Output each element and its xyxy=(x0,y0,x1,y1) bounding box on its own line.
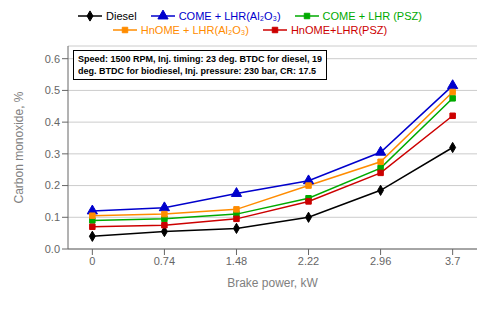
html-text:Speed: 1500 RPM, Inj. timing:: Speed: 1500 RPM, Inj. timing: 23 deg. BT… xyxy=(78,54,323,76)
svg-text:2.96: 2.96 xyxy=(370,255,391,267)
svg-text:0.74: 0.74 xyxy=(154,255,175,267)
svg-text:Brake power, kW: Brake power, kW xyxy=(227,276,318,290)
svg-text:Carbon monoxide, %: Carbon monoxide, % xyxy=(12,91,26,203)
svg-text:0.3: 0.3 xyxy=(45,148,60,160)
svg-text:0: 0 xyxy=(89,255,95,267)
html-text:COME + LHR(Al₂O₃): COME + LHR(Al₂O₃) xyxy=(178,10,281,22)
html-text:HnOME+LHR(PSZ): HnOME+LHR(PSZ) xyxy=(290,24,388,36)
svg-text:0.5: 0.5 xyxy=(45,84,60,96)
svg-text:0.1: 0.1 xyxy=(45,211,60,223)
html-text:Diesel: Diesel xyxy=(106,10,137,22)
svg-text:0.6: 0.6 xyxy=(45,53,60,65)
svg-text:1.48: 1.48 xyxy=(226,255,247,267)
svg-text:3.7: 3.7 xyxy=(445,255,460,267)
svg-text:0.0: 0.0 xyxy=(45,243,60,255)
html-text:HnOME + LHR(Al₂O₃): HnOME + LHR(Al₂O₃) xyxy=(140,24,249,36)
svg-text:0.2: 0.2 xyxy=(45,179,60,191)
svg-text:0.4: 0.4 xyxy=(45,116,60,128)
html-text:COME + LHR (PSZ): COME + LHR (PSZ) xyxy=(322,10,422,22)
svg-text:2.22: 2.22 xyxy=(298,255,319,267)
